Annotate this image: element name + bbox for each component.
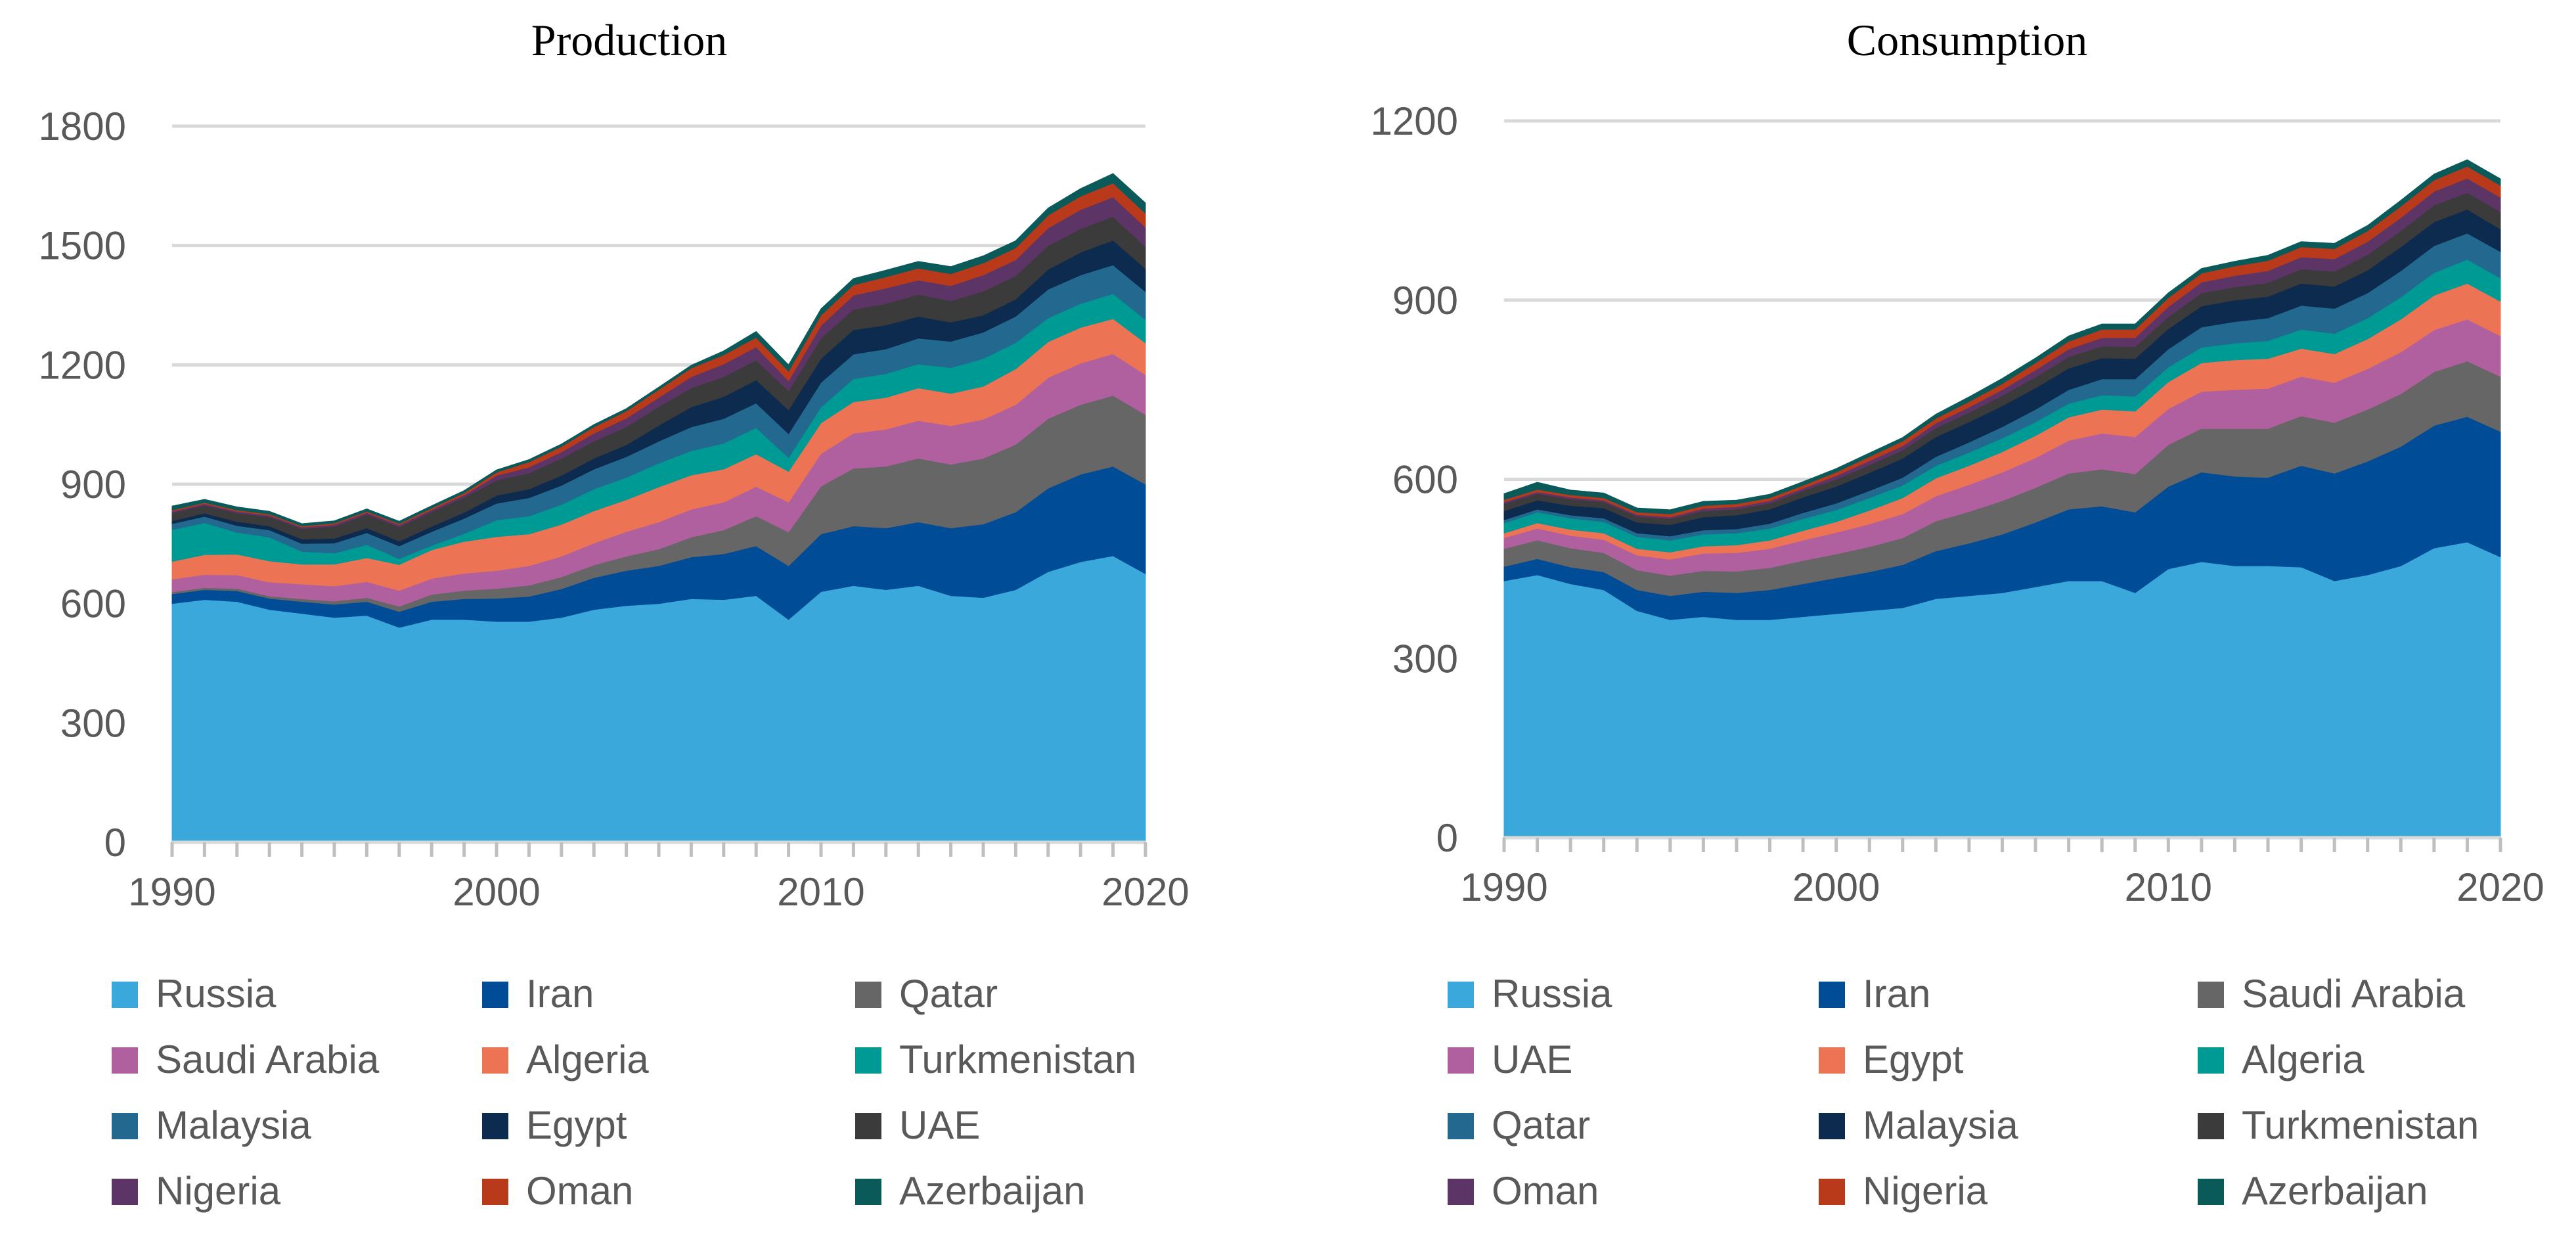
consumption-legend-label-iran: Iran [1863,972,1930,1016]
consumption-legend-swatch-qatar [1448,1113,1474,1139]
consumption-x-tick-label: 2000 [1792,865,1880,909]
production-legend-swatch-qatar [855,982,881,1008]
production-legend-swatch-egypt [482,1113,508,1139]
consumption-x-tick-label: 2020 [2456,865,2544,909]
consumption-legend-swatch-azerbaijan [2198,1179,2224,1205]
consumption-x-tick-label: 2010 [2125,865,2212,909]
consumption-legend-label-azerbaijan: Azerbaijan [2242,1169,2428,1213]
production-legend-swatch-uae [855,1113,881,1139]
consumption-legend-label-malaysia: Malaysia [1863,1103,2018,1147]
production-legend-swatch-algeria [482,1047,508,1074]
consumption-axes [1502,836,2502,852]
production-y-tick-label: 900 [60,463,126,507]
production-legend-label-algeria: Algeria [526,1037,649,1081]
consumption-legend-swatch-nigeria [1819,1179,1845,1205]
production-x-tick-label: 2010 [777,870,864,914]
production-x-tick-label: 2000 [453,870,540,914]
production-panel: Production 0 300 600 900 1200 1500 1800 1990 20… [39,15,1189,1213]
consumption-legend: Russia Iran Saudi Arabia UAE Egypt Algeria Qat… [1448,972,2479,1213]
consumption-area-azerbaijan [1503,159,2501,514]
consumption-y-tick-label: 600 [1392,458,1458,502]
production-legend-swatch-iran [482,982,508,1008]
consumption-legend-label-nigeria: Nigeria [1863,1169,1988,1213]
production-area-azerbaijan [171,173,1146,527]
consumption-y-tick-labels: 0 300 600 900 1200 [1371,99,1458,860]
production-y-tick-label: 1500 [39,224,126,268]
consumption-legend-label-qatar: Qatar [1492,1103,1590,1147]
production-legend-label-malaysia: Malaysia [156,1103,311,1147]
production-y-tick-label: 1800 [39,104,126,148]
consumption-panel: Consumption 0 300 600 900 1200 1990 2000 2010 2… [1371,15,2544,1213]
production-legend: Russia Iran Qatar Saudi Arabia Algeria Turkme… [112,972,1136,1213]
production-legend-swatch-azerbaijan [855,1179,881,1205]
consumption-legend-label-oman: Oman [1492,1169,1599,1213]
production-legend-label-russia: Russia [156,972,277,1016]
production-legend-label-iran: Iran [526,972,594,1016]
production-legend-label-azerbaijan: Azerbaijan [899,1169,1086,1213]
production-y-tick-label: 1200 [39,343,126,387]
production-y-tick-labels: 0 300 600 900 1200 1500 1800 [39,104,126,865]
production-legend-label-turkmenistan: Turkmenistan [899,1037,1136,1081]
consumption-legend-label-uae: UAE [1492,1037,1572,1081]
production-legend-swatch-russia [112,982,138,1008]
production-legend-label-qatar: Qatar [899,972,998,1016]
consumption-legend-label-turkmenistan: Turkmenistan [2242,1103,2479,1147]
consumption-legend-swatch-oman [1448,1179,1474,1205]
production-legend-swatch-saudi-arabia [112,1047,138,1074]
production-legend-label-saudi-arabia: Saudi Arabia [156,1037,380,1081]
production-y-tick-label: 600 [60,582,126,626]
production-legend-label-egypt: Egypt [526,1103,627,1147]
production-chart-title: Production [531,15,727,65]
consumption-chart-title: Consumption [1847,15,2088,65]
production-legend-label-nigeria: Nigeria [156,1169,281,1213]
consumption-legend-label-egypt: Egypt [1863,1037,1964,1081]
consumption-legend-swatch-saudi-arabia [2198,982,2224,1008]
consumption-legend-swatch-egypt [1819,1047,1845,1074]
production-legend-swatch-oman [482,1179,508,1205]
production-legend-swatch-nigeria [112,1179,138,1205]
production-axes [170,840,1147,857]
consumption-legend-label-algeria: Algeria [2242,1037,2365,1081]
consumption-legend-swatch-turkmenistan [2198,1113,2224,1139]
production-x-tick-label: 2020 [1101,870,1189,914]
consumption-y-tick-label: 1200 [1371,99,1458,143]
consumption-legend-swatch-uae [1448,1047,1474,1074]
consumption-x-tick-label: 1990 [1460,865,1547,909]
consumption-x-tick-labels: 1990 2000 2010 2020 [1460,865,2544,909]
consumption-y-tick-label: 900 [1392,279,1458,323]
production-legend-swatch-malaysia [112,1113,138,1139]
consumption-legend-swatch-iran [1819,982,1845,1008]
production-y-tick-label: 0 [104,821,126,865]
production-legend-label-oman: Oman [526,1169,633,1213]
production-x-tick-label: 1990 [128,870,215,914]
production-x-tick-labels: 1990 2000 2010 2020 [128,870,1189,914]
consumption-areas [1503,159,2501,838]
production-areas [171,173,1146,843]
production-y-tick-label: 300 [60,701,126,745]
consumption-legend-swatch-algeria [2198,1047,2224,1074]
consumption-legend-label-saudi-arabia: Saudi Arabia [2242,972,2466,1016]
production-legend-label-uae: UAE [899,1103,980,1147]
consumption-legend-swatch-malaysia [1819,1113,1845,1139]
consumption-y-tick-label: 300 [1392,637,1458,681]
consumption-legend-swatch-russia [1448,982,1474,1008]
consumption-y-tick-label: 0 [1436,816,1458,860]
production-legend-swatch-turkmenistan [855,1047,881,1074]
consumption-legend-label-russia: Russia [1492,972,1612,1016]
